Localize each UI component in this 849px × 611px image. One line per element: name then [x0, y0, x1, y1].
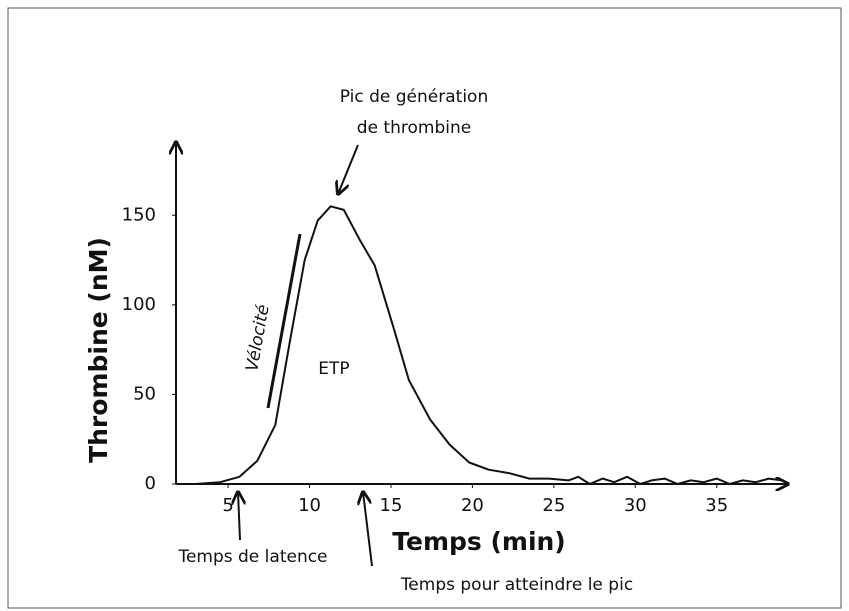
annotation: Pic de génération — [340, 87, 488, 107]
x-tick-label: 20 — [461, 495, 484, 516]
annotation: ETP — [318, 359, 349, 379]
annotation: Temps de latence — [177, 547, 327, 567]
x-tick-label: 10 — [298, 495, 321, 516]
y-tick-label: 50 — [133, 383, 156, 404]
y-tick-label: 100 — [122, 294, 156, 315]
y-axis-label: Thrombine (nM) — [84, 237, 113, 463]
annotation: Vélocité — [242, 303, 273, 373]
x-tick-label: 35 — [705, 495, 728, 516]
frame — [7, 7, 842, 609]
x-tick-label: 5 — [222, 495, 233, 516]
line — [176, 205, 783, 485]
annotation: de thrombine — [357, 118, 471, 138]
x-tick-label: 15 — [380, 495, 403, 516]
arrow — [363, 492, 373, 567]
annotation: Temps pour atteindre le pic — [400, 575, 633, 595]
arrow — [338, 144, 359, 194]
y-tick-label: 0 — [145, 473, 156, 494]
y-tick-label: 150 — [122, 204, 156, 225]
x-tick-label: 30 — [624, 495, 647, 516]
velocity-line — [266, 233, 302, 409]
arrow — [238, 492, 240, 541]
x-tick-label: 25 — [542, 495, 565, 516]
x-axis-label: Temps (min) — [392, 527, 566, 556]
